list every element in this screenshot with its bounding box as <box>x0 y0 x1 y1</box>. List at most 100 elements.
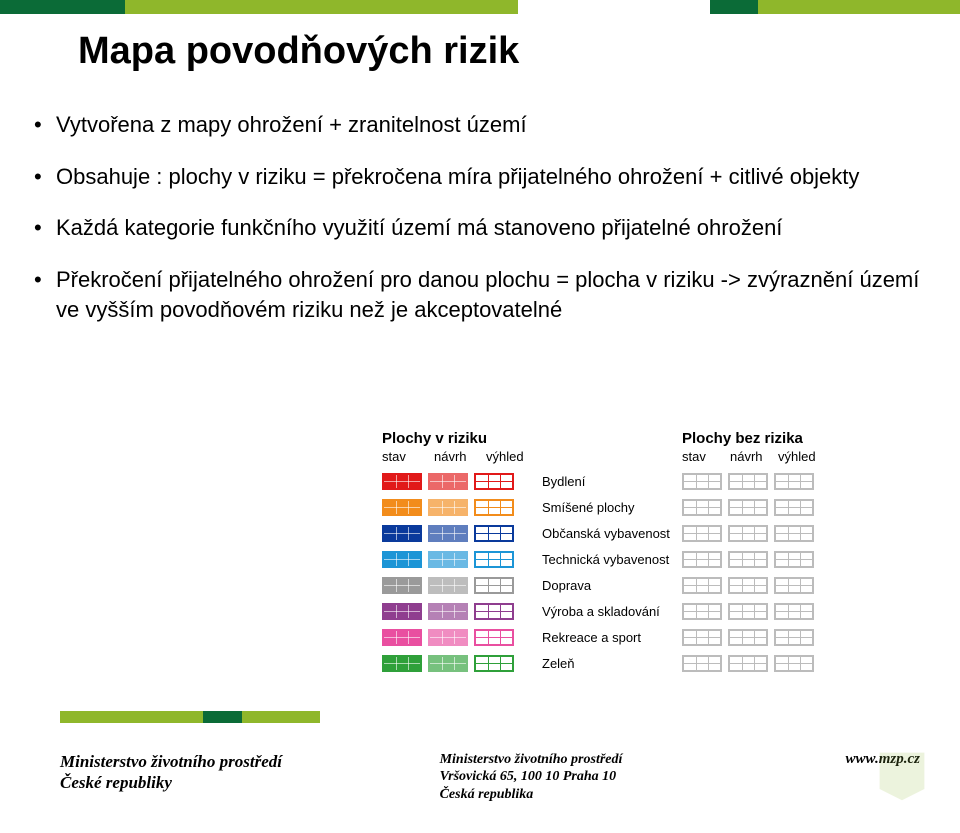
legend-swatch <box>474 603 514 620</box>
legend-swatch <box>428 629 468 646</box>
emblem-icon <box>874 747 930 803</box>
legend-headers: Plochy v riziku Plochy bez rizika <box>382 430 922 447</box>
legend-subheaders: stav návrh výhled stav návrh výhled <box>382 449 922 464</box>
legend-category-label: Rekreace a sport <box>542 630 682 645</box>
legend-subheader: stav <box>382 449 426 464</box>
legend-row: Rekreace a sport <box>382 624 922 650</box>
legend-norisk-swatches <box>682 499 822 516</box>
legend-swatch <box>774 629 814 646</box>
legend-swatch <box>474 577 514 594</box>
legend-swatch <box>774 551 814 568</box>
stripe-segment <box>0 0 125 14</box>
bottom-accent-stripe <box>60 711 320 723</box>
legend-row: Bydlení <box>382 468 922 494</box>
legend-swatch <box>428 655 468 672</box>
legend-rows: Bydlení Smíšené plochy Občanská vybavenost… <box>382 468 922 676</box>
legend-norisk-swatches <box>682 629 822 646</box>
footer-mid: Ministerstvo životního prostředí Vršovic… <box>440 751 623 804</box>
legend-risk-swatches <box>382 499 542 516</box>
legend-swatch <box>382 499 422 516</box>
legend-swatch <box>428 551 468 568</box>
legend-swatch <box>428 525 468 542</box>
legend-swatch <box>428 473 468 490</box>
legend-row: Zeleň <box>382 650 922 676</box>
legend-row: Občanská vybavenost <box>382 520 922 546</box>
legend-category-label: Smíšené plochy <box>542 500 682 515</box>
footer-left-line2: České republiky <box>60 772 282 793</box>
legend-swatch <box>382 629 422 646</box>
legend-swatch <box>728 551 768 568</box>
legend-norisk-swatches <box>682 473 822 490</box>
legend-swatch <box>382 655 422 672</box>
legend-norisk-swatches <box>682 577 822 594</box>
legend-swatch <box>382 603 422 620</box>
legend-swatch <box>774 655 814 672</box>
legend-subheader: návrh <box>434 449 478 464</box>
legend-swatch <box>774 603 814 620</box>
legend-swatch <box>682 577 722 594</box>
legend-category-label: Doprava <box>542 578 682 593</box>
legend-risk-swatches <box>382 629 542 646</box>
legend-category-label: Zeleň <box>542 656 682 671</box>
footer: Ministerstvo životního prostředí České r… <box>60 751 920 804</box>
legend-swatch <box>382 473 422 490</box>
legend-swatch <box>474 473 514 490</box>
legend-header-spacer <box>542 430 682 447</box>
legend-swatch <box>474 499 514 516</box>
legend-row: Výroba a skladování <box>382 598 922 624</box>
legend-sub-b: stav návrh výhled <box>682 449 822 464</box>
legend-subheader: návrh <box>730 449 770 464</box>
footer-mid-line3: Česká republika <box>440 786 623 804</box>
bullet-item: Překročení přijatelného ohrožení pro dan… <box>30 265 920 324</box>
top-accent-stripe <box>0 0 960 14</box>
stripe-segment <box>710 0 758 14</box>
legend-risk-swatches <box>382 473 542 490</box>
legend-swatch <box>728 499 768 516</box>
legend-swatch <box>428 499 468 516</box>
legend-swatch <box>728 525 768 542</box>
legend-swatch <box>474 629 514 646</box>
legend-swatch <box>774 525 814 542</box>
legend-swatch <box>682 629 722 646</box>
legend-swatch <box>682 525 722 542</box>
legend-swatch <box>774 473 814 490</box>
stripe-segment <box>203 711 242 723</box>
legend-swatch <box>682 655 722 672</box>
legend-risk-swatches <box>382 551 542 568</box>
legend-subheader: stav <box>682 449 722 464</box>
legend-sub-a: stavnávrhvýhled <box>382 449 542 464</box>
legend-swatch <box>382 525 422 542</box>
legend-risk-swatches <box>382 603 542 620</box>
legend-swatch <box>682 551 722 568</box>
legend-risk-swatches <box>382 525 542 542</box>
legend-subheader: výhled <box>778 449 818 464</box>
legend-swatch <box>474 655 514 672</box>
legend-swatch <box>682 603 722 620</box>
legend-category-label: Občanská vybavenost <box>542 526 682 541</box>
legend-swatch <box>728 655 768 672</box>
legend-swatch <box>774 577 814 594</box>
legend-category-label: Technická vybavenost <box>542 552 682 567</box>
legend-swatch <box>728 603 768 620</box>
legend-row: Doprava <box>382 572 922 598</box>
legend: Plochy v riziku Plochy bez rizika stavná… <box>382 430 922 676</box>
legend-sub-spacer <box>542 449 682 464</box>
legend-swatch <box>382 577 422 594</box>
footer-mid-line1: Ministerstvo životního prostředí <box>440 751 623 769</box>
legend-category-label: Výroba a skladování <box>542 604 682 619</box>
stripe-segment <box>125 0 519 14</box>
legend-swatch <box>428 603 468 620</box>
legend-swatch <box>682 473 722 490</box>
title-area: Mapa povodňových rizik <box>78 30 920 73</box>
legend-swatch <box>474 551 514 568</box>
stripe-segment <box>518 0 710 14</box>
bullet-list: Vytvořena z mapy ohrožení + zranitelnost… <box>30 110 920 346</box>
legend-header-risk: Plochy v riziku <box>382 430 542 447</box>
legend-norisk-swatches <box>682 603 822 620</box>
legend-row: Technická vybavenost <box>382 546 922 572</box>
legend-norisk-swatches <box>682 655 822 672</box>
footer-mid-line2: Vršovická 65, 100 10 Praha 10 <box>440 768 623 786</box>
page-title: Mapa povodňových rizik <box>78 30 920 73</box>
legend-swatch <box>474 525 514 542</box>
legend-header-norisk: Plochy bez rizika <box>682 430 822 447</box>
